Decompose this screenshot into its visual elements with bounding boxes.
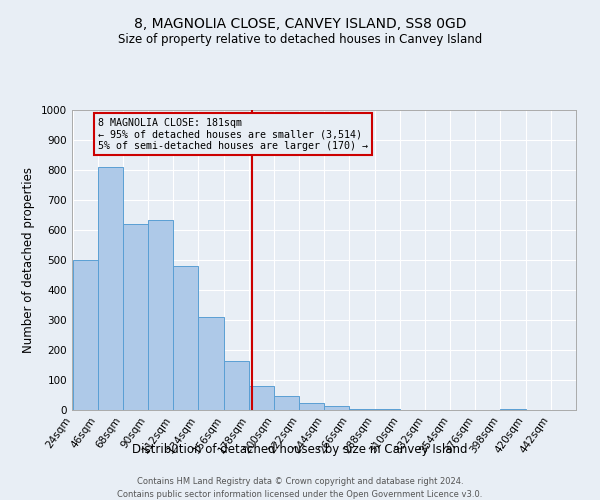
Bar bbox=[299, 402, 324, 410]
Bar bbox=[374, 409, 400, 410]
Bar bbox=[324, 406, 349, 410]
Text: Size of property relative to detached houses in Canvey Island: Size of property relative to detached ho… bbox=[118, 32, 482, 46]
Text: 8, MAGNOLIA CLOSE, CANVEY ISLAND, SS8 0GD: 8, MAGNOLIA CLOSE, CANVEY ISLAND, SS8 0G… bbox=[134, 18, 466, 32]
Bar bbox=[148, 220, 173, 410]
Bar bbox=[500, 409, 526, 410]
Text: Contains public sector information licensed under the Open Government Licence v3: Contains public sector information licen… bbox=[118, 490, 482, 499]
Bar bbox=[249, 386, 274, 410]
Bar bbox=[73, 260, 98, 410]
Bar bbox=[224, 361, 249, 410]
Bar bbox=[123, 224, 148, 410]
Y-axis label: Number of detached properties: Number of detached properties bbox=[22, 167, 35, 353]
Bar bbox=[274, 396, 299, 410]
Text: Distribution of detached houses by size in Canvey Island: Distribution of detached houses by size … bbox=[132, 442, 468, 456]
Bar bbox=[349, 408, 374, 410]
Bar bbox=[173, 266, 199, 410]
Bar bbox=[98, 167, 123, 410]
Text: Contains HM Land Registry data © Crown copyright and database right 2024.: Contains HM Land Registry data © Crown c… bbox=[137, 478, 463, 486]
Bar bbox=[199, 317, 224, 410]
Text: 8 MAGNOLIA CLOSE: 181sqm
← 95% of detached houses are smaller (3,514)
5% of semi: 8 MAGNOLIA CLOSE: 181sqm ← 95% of detach… bbox=[98, 118, 368, 150]
